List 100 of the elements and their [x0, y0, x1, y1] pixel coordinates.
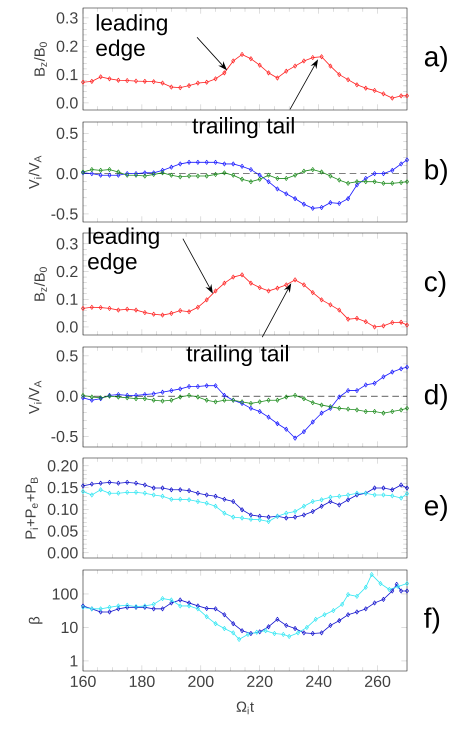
point — [310, 631, 315, 636]
point — [337, 618, 342, 624]
point — [160, 486, 164, 490]
point — [116, 78, 120, 83]
point — [328, 200, 332, 206]
point — [178, 496, 182, 502]
y-tick-label: 0.10 — [48, 504, 78, 515]
y-tick-label: 100 — [52, 588, 78, 600]
point — [399, 366, 404, 372]
point — [152, 398, 156, 403]
y-tick-label: 0.3 — [56, 12, 78, 24]
point — [178, 394, 182, 400]
point — [116, 308, 120, 313]
y-tick-label: 0.15 — [48, 482, 78, 494]
point — [187, 384, 191, 389]
point — [187, 497, 191, 502]
point — [231, 172, 236, 178]
y-tick-label: 1 — [70, 655, 78, 666]
point — [240, 272, 244, 278]
point — [248, 400, 253, 406]
point — [248, 516, 253, 522]
y-tick-label: 0.0 — [56, 97, 78, 109]
point — [90, 171, 94, 176]
point — [372, 171, 377, 176]
point — [346, 612, 350, 618]
point — [152, 492, 156, 498]
point — [98, 480, 103, 486]
point — [387, 587, 392, 592]
annotation: trailing tail — [192, 117, 294, 138]
point — [196, 304, 200, 310]
point — [355, 388, 359, 394]
point — [178, 85, 182, 90]
point — [258, 399, 262, 404]
point — [355, 407, 359, 412]
annotation: trailing tail — [186, 344, 288, 366]
y-tick-label: 0.2 — [56, 40, 78, 52]
point — [346, 492, 350, 498]
point — [293, 277, 298, 282]
point — [152, 79, 156, 84]
text: d) — [424, 384, 447, 410]
point — [125, 480, 130, 485]
point — [264, 628, 268, 634]
point — [214, 76, 218, 82]
point — [187, 488, 191, 494]
point — [214, 399, 218, 404]
point — [142, 392, 147, 398]
point — [196, 499, 200, 504]
point — [222, 392, 226, 398]
point — [322, 612, 326, 618]
text: e) — [424, 494, 447, 522]
point — [310, 55, 315, 60]
point — [310, 509, 315, 514]
y-tick-label: 10 — [62, 622, 78, 634]
point — [275, 186, 280, 192]
point — [116, 603, 120, 608]
point — [302, 512, 306, 518]
point — [214, 160, 218, 165]
point — [355, 182, 359, 188]
point — [266, 172, 271, 178]
point — [169, 310, 174, 316]
point — [355, 179, 359, 184]
point — [337, 72, 342, 78]
point — [142, 310, 147, 316]
point — [187, 392, 191, 398]
point — [248, 56, 253, 62]
point — [231, 161, 236, 166]
point — [152, 606, 156, 612]
point — [214, 172, 218, 177]
point — [222, 626, 226, 631]
y-axis-title: B$_{z}$/B$_{0}$ — [34, 42, 47, 76]
point — [266, 398, 271, 403]
point — [364, 179, 368, 184]
point — [125, 78, 130, 83]
point — [160, 312, 164, 318]
point — [187, 600, 191, 606]
point — [142, 174, 147, 178]
y-tick-label: 0.1 — [56, 68, 78, 80]
point — [204, 606, 209, 611]
point — [258, 514, 262, 519]
point — [169, 487, 174, 492]
point — [98, 610, 103, 614]
text: c) — [424, 270, 446, 298]
point — [337, 494, 342, 499]
point — [169, 164, 174, 170]
point — [178, 308, 182, 314]
point — [364, 409, 368, 414]
point — [258, 409, 262, 414]
point — [90, 398, 94, 403]
point — [364, 382, 368, 388]
point — [399, 482, 404, 488]
point — [152, 312, 156, 317]
point — [169, 598, 174, 602]
point — [187, 83, 191, 88]
y-tick-label: 0.0 — [56, 321, 78, 333]
y-tick-label: 0.0 — [56, 168, 78, 180]
point — [196, 490, 200, 496]
point — [293, 64, 298, 69]
point — [287, 634, 292, 639]
point — [204, 614, 209, 620]
point — [160, 494, 164, 499]
